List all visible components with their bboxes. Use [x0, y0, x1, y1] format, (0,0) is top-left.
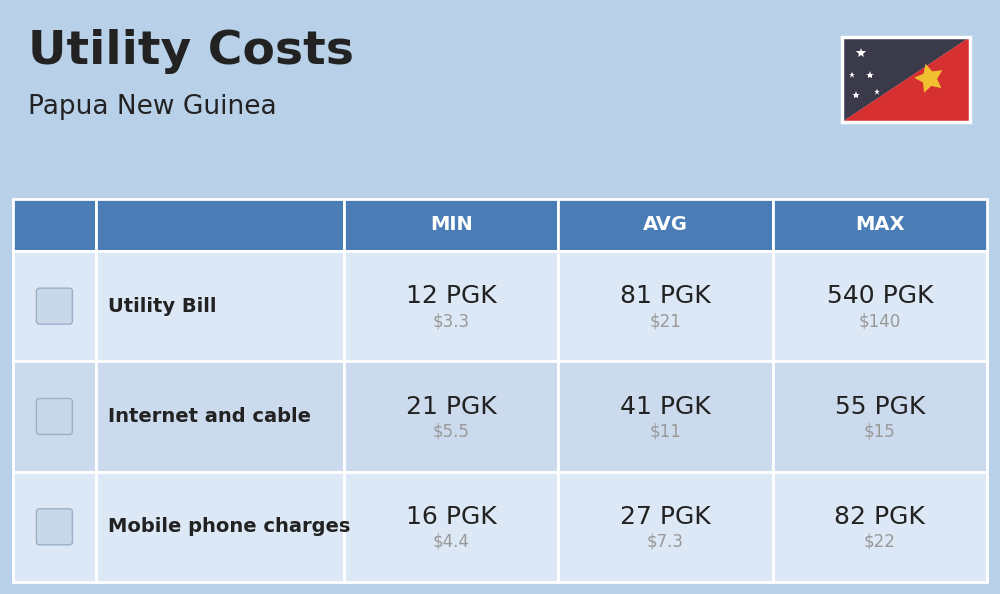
FancyBboxPatch shape — [13, 199, 96, 251]
Text: Internet and cable: Internet and cable — [108, 407, 311, 426]
FancyBboxPatch shape — [344, 472, 558, 582]
Text: $21: $21 — [650, 312, 682, 330]
Text: 21 PGK: 21 PGK — [406, 394, 497, 419]
FancyBboxPatch shape — [96, 361, 344, 472]
Text: AVG: AVG — [643, 216, 688, 235]
FancyBboxPatch shape — [96, 199, 344, 251]
FancyBboxPatch shape — [773, 199, 987, 251]
FancyBboxPatch shape — [13, 472, 96, 582]
FancyBboxPatch shape — [773, 472, 987, 582]
Text: $7.3: $7.3 — [647, 533, 684, 551]
Text: Papua New Guinea: Papua New Guinea — [28, 94, 277, 120]
Text: $22: $22 — [864, 533, 896, 551]
FancyBboxPatch shape — [773, 251, 987, 361]
Text: MIN: MIN — [430, 216, 473, 235]
FancyBboxPatch shape — [558, 199, 773, 251]
Text: 82 PGK: 82 PGK — [834, 505, 925, 529]
Text: 41 PGK: 41 PGK — [620, 394, 711, 419]
FancyBboxPatch shape — [96, 251, 344, 361]
FancyBboxPatch shape — [344, 361, 558, 472]
Text: $11: $11 — [650, 422, 682, 441]
FancyBboxPatch shape — [558, 251, 773, 361]
Text: Utility Costs: Utility Costs — [28, 29, 354, 74]
Text: $4.4: $4.4 — [433, 533, 470, 551]
FancyBboxPatch shape — [36, 399, 72, 434]
FancyBboxPatch shape — [344, 251, 558, 361]
Text: 12 PGK: 12 PGK — [406, 284, 497, 308]
Text: $3.3: $3.3 — [433, 312, 470, 330]
FancyBboxPatch shape — [344, 199, 558, 251]
FancyBboxPatch shape — [36, 509, 72, 545]
FancyBboxPatch shape — [96, 472, 344, 582]
Text: $5.5: $5.5 — [433, 422, 470, 441]
Text: $15: $15 — [864, 422, 896, 441]
FancyBboxPatch shape — [13, 361, 96, 472]
FancyBboxPatch shape — [36, 288, 72, 324]
Text: 81 PGK: 81 PGK — [620, 284, 711, 308]
Polygon shape — [842, 37, 970, 122]
Text: $140: $140 — [859, 312, 901, 330]
Text: MAX: MAX — [855, 216, 905, 235]
Text: 55 PGK: 55 PGK — [835, 394, 925, 419]
Text: Mobile phone charges: Mobile phone charges — [108, 517, 350, 536]
FancyBboxPatch shape — [773, 361, 987, 472]
FancyBboxPatch shape — [558, 472, 773, 582]
FancyBboxPatch shape — [13, 251, 96, 361]
Text: 16 PGK: 16 PGK — [406, 505, 497, 529]
Text: 27 PGK: 27 PGK — [620, 505, 711, 529]
Text: 540 PGK: 540 PGK — [827, 284, 933, 308]
FancyBboxPatch shape — [558, 361, 773, 472]
Text: Utility Bill: Utility Bill — [108, 296, 216, 315]
Polygon shape — [842, 37, 970, 122]
